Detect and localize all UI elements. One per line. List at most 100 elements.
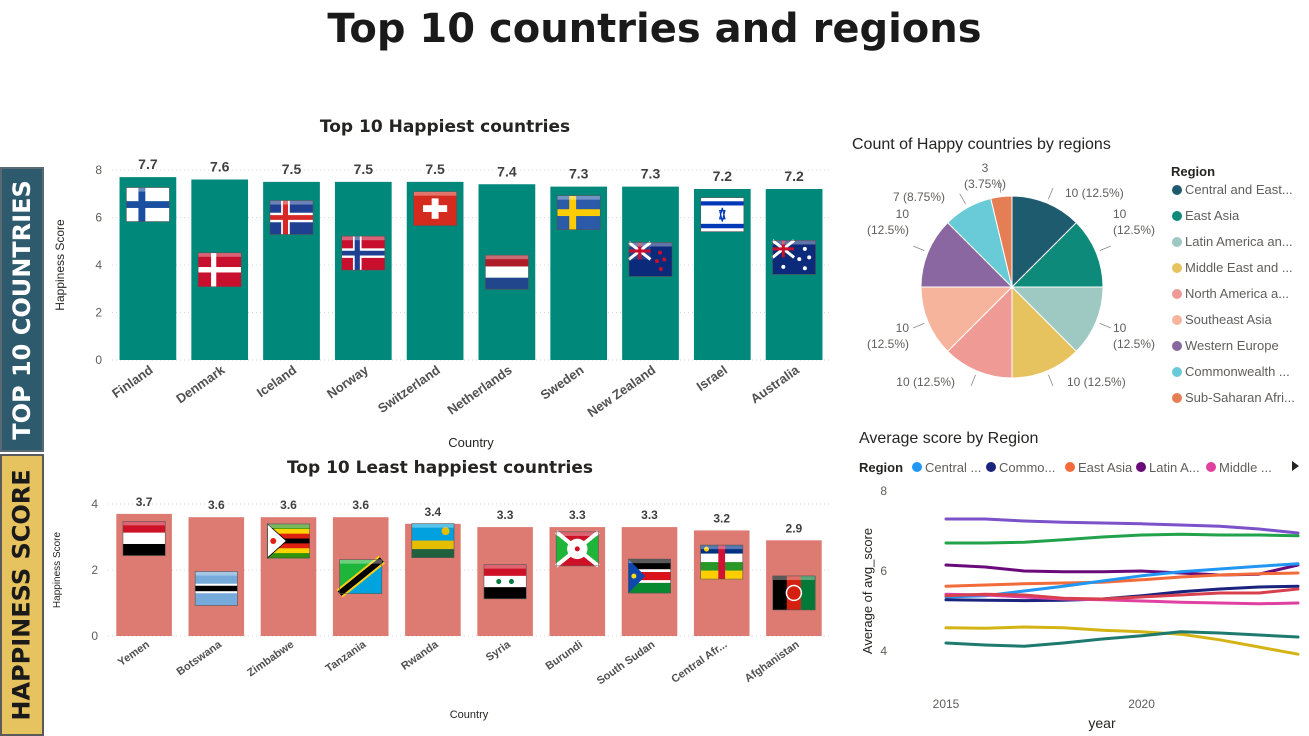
top10-data-label: 7.5 [354, 161, 374, 177]
pie-leader-line [1099, 322, 1112, 329]
top10-ytick: 6 [95, 211, 102, 225]
syria-flag [483, 564, 527, 600]
pie-legend-label: Middle East and ... [1185, 260, 1293, 275]
top10-category-label: Switzerland [375, 362, 443, 416]
line-xtick: 2020 [1128, 697, 1155, 711]
least10-data-label: 3.3 [641, 508, 658, 522]
least10-data-label: 3.4 [425, 505, 442, 519]
pie-slice [920, 286, 1014, 353]
pie-legend-label: Central and East... [1185, 182, 1293, 197]
pie-slice [920, 221, 1014, 288]
line-legend-label: Latin A... [1149, 460, 1200, 475]
pie-leader-line [999, 180, 1002, 193]
pie-data-label: 10 (12.5%) [867, 207, 909, 237]
least10-category-label: Rwanda [399, 638, 441, 673]
line-legend-label: Commo... [999, 460, 1055, 475]
top10-ytick: 2 [95, 306, 102, 320]
line-legend-marker [912, 462, 922, 472]
netherlands-flag [485, 254, 529, 290]
pie-data-label: 10 (12.5%) [896, 375, 955, 389]
finland-flag [126, 187, 170, 222]
line-legend-title: Region [859, 460, 903, 475]
least10-data-label: 3.6 [352, 498, 369, 512]
least10-ytick: 4 [91, 497, 98, 511]
top10-data-label: 7.3 [569, 166, 589, 182]
top10-category-label: Netherlands [444, 362, 514, 417]
tab-top-10-countries[interactable]: TOP 10 COUNTRIES [0, 167, 44, 452]
switzerland-flag [413, 191, 457, 226]
line-series [944, 517, 1300, 535]
south-sudan-flag [628, 558, 671, 594]
least10-data-label: 2.9 [786, 521, 803, 535]
pie-data-label: 10 (12.5%) [1113, 321, 1155, 351]
line-legend-marker [1065, 462, 1075, 472]
pie-legend-marker [1172, 393, 1182, 403]
central-african-republic-flag [700, 544, 744, 580]
burundi-flag [554, 530, 600, 568]
top10-category-label: Sweden [538, 362, 587, 402]
pie-legend-marker [1172, 185, 1182, 195]
pie-legend-marker [1172, 289, 1182, 299]
australia-flag [771, 239, 816, 275]
pie-data-label: 10 (12.5%) [1113, 207, 1155, 237]
least10-data-label: 3.3 [569, 508, 586, 522]
pie-leader-line [912, 245, 925, 252]
line-ytick: 8 [880, 484, 887, 498]
top10-xlabel: Country [448, 435, 494, 450]
least10-data-label: 3.7 [136, 495, 153, 509]
least10-category-label: Zimbabwe [245, 639, 296, 680]
tanzania-flag [336, 555, 385, 598]
pie-legend-marker [1172, 211, 1182, 221]
pie-data-label: 10 (12.5%) [1067, 375, 1126, 389]
line-ytick: 4 [880, 644, 887, 658]
least10-data-label: 3.3 [497, 508, 514, 522]
least10-ytick: 2 [91, 563, 98, 577]
least10-category-label: Afghanistan [743, 638, 802, 684]
least10-category-label: South Sudan [595, 638, 658, 687]
line-series [944, 571, 1300, 588]
top10-data-label: 7.5 [282, 161, 302, 177]
pie-slice [1011, 285, 1078, 379]
least10-category-label: Central Afr... [669, 639, 729, 686]
top10-data-label: 7.3 [641, 166, 661, 182]
top10-data-label: 7.5 [425, 161, 445, 177]
page-title: Top 10 countries and regions [327, 6, 982, 52]
least10-category-label: Botswana [175, 638, 225, 678]
pie-legend-marker [1172, 341, 1182, 351]
least10-category-label: Tanzania [324, 638, 369, 675]
top10-ytick: 8 [95, 163, 102, 177]
least10-category-label: Yemen [116, 638, 152, 668]
top10-data-label: 7.2 [713, 168, 733, 184]
pie-title: Count of Happy countries by regions [852, 136, 1111, 153]
sweden-flag [556, 195, 601, 230]
pie-slice [990, 195, 1013, 288]
pie-leader-line [912, 322, 925, 329]
new-zealand-flag [628, 241, 673, 277]
least10-category-label: Syria [484, 638, 514, 664]
legend-next-arrow[interactable] [1292, 461, 1299, 471]
pie-leader-line [959, 193, 966, 205]
pie-leader-line [970, 374, 977, 387]
tab-happiness-score[interactable]: HAPPINESS SCORE [0, 454, 44, 736]
least10-data-label: 3.6 [208, 498, 225, 512]
top10-data-label: 7.4 [497, 163, 517, 179]
least10-data-label: 3.2 [713, 511, 730, 525]
line-legend-marker [1136, 462, 1146, 472]
pie-legend-label: Latin America an... [1185, 234, 1293, 249]
line-legend-marker [1206, 462, 1216, 472]
pie-slice [946, 285, 1013, 379]
line-series [944, 587, 1300, 601]
pie-legend-marker [1172, 315, 1182, 325]
pie-legend-marker [1172, 237, 1182, 247]
line-legend-marker [986, 462, 996, 472]
top10-title: Top 10 Happiest countries [320, 117, 570, 137]
line-title: Average score by Region [859, 430, 1038, 447]
afghanistan-flag [772, 575, 816, 611]
least10-ytick: 0 [91, 629, 98, 643]
top10-category-label: Australia [748, 362, 803, 407]
pie-data-label: 7 (8.75%) [893, 190, 945, 204]
top10-bar [334, 181, 392, 360]
pie-legend-label: Western Europe [1185, 338, 1279, 353]
iceland-flag [269, 200, 314, 235]
